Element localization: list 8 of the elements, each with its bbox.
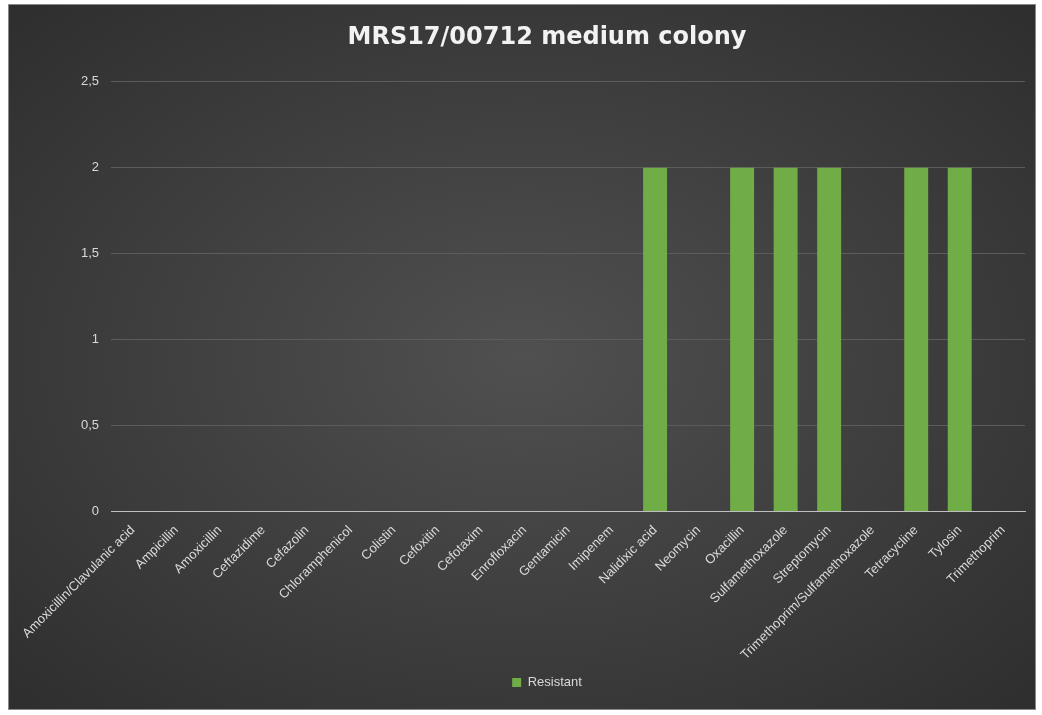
chart-title: MRS17/00712 medium colony: [347, 21, 747, 50]
y-tick-label: 2: [91, 159, 100, 175]
y-tick-label: 1,5: [80, 245, 100, 261]
legend-label: Resistant: [527, 674, 583, 690]
y-tick-label: 1: [91, 331, 100, 347]
y-tick-label: 2,5: [80, 73, 100, 89]
y-tick-label: 0,5: [80, 417, 100, 433]
y-tick-label: 0: [91, 503, 100, 519]
